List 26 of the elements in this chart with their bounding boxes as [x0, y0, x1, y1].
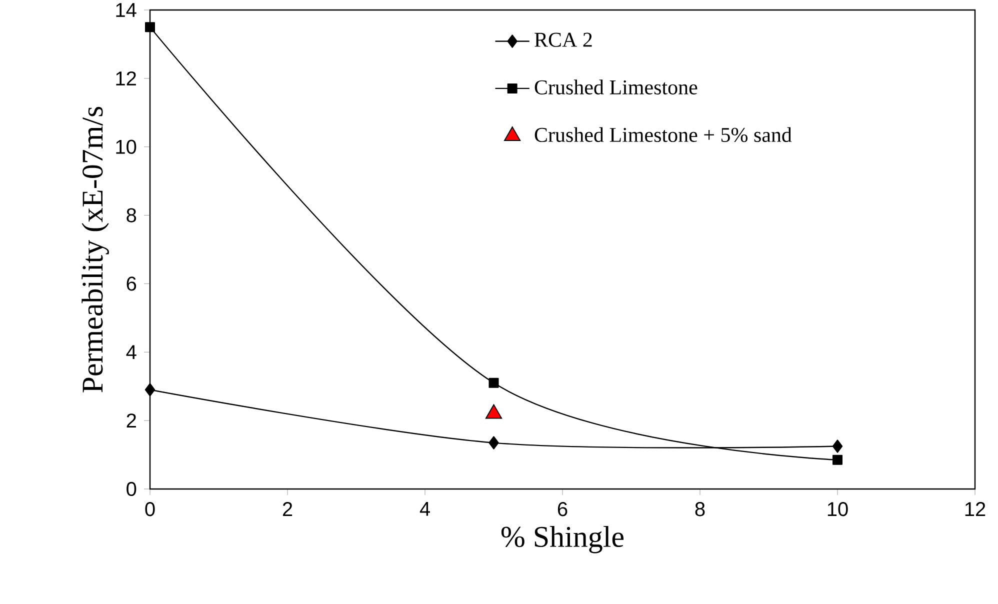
x-axis-title: % Shingle — [501, 526, 624, 554]
legend-label: Crushed Limestone + 5% sand — [534, 127, 792, 142]
point — [832, 454, 842, 465]
x-tick-label: 10 — [828, 502, 848, 516]
x-tick-label: 2 — [282, 502, 292, 516]
point — [488, 378, 499, 388]
y-tick-label: 0 — [126, 482, 136, 496]
x-tick-label: 12 — [965, 502, 986, 516]
point — [832, 440, 843, 453]
y-tick-label: 14 — [116, 3, 136, 17]
y-tick-label: 8 — [126, 208, 136, 222]
y-tick-label: 10 — [116, 140, 136, 154]
legend-label: Crushed Limestone — [534, 80, 698, 94]
y-tick-label: 2 — [126, 414, 136, 428]
point — [144, 383, 156, 396]
x-tick-label: 8 — [695, 502, 705, 516]
point — [145, 22, 155, 32]
legend-label: RCA 2 — [534, 32, 592, 47]
y-tick-label: 4 — [126, 345, 136, 360]
x-tick-label: 4 — [420, 502, 430, 516]
y-tick-label: 6 — [126, 276, 136, 291]
point — [488, 436, 499, 450]
y-axis-title: Permeability (xE-07m/s — [82, 106, 109, 392]
x-tick-label: 6 — [558, 502, 568, 516]
y-tick-label: 12 — [116, 71, 136, 86]
x-tick-label: 0 — [145, 502, 155, 516]
